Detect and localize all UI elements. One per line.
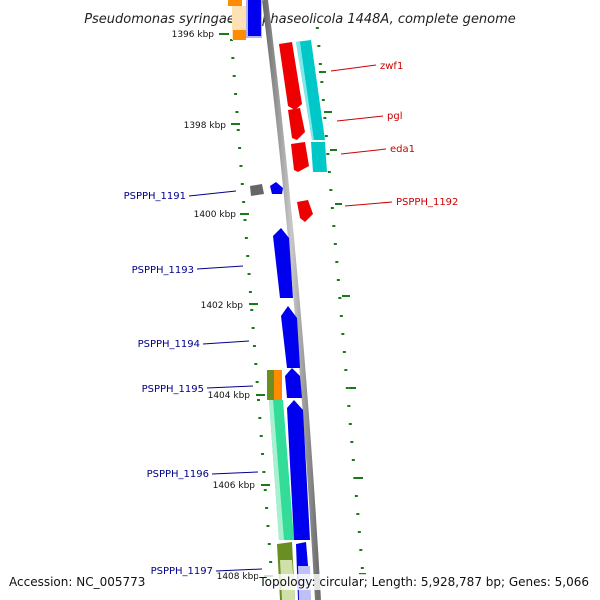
gene-label-PSPPH_1195[interactable]: PSPPH_1195	[142, 384, 204, 395]
gene-label-pgl[interactable]: pgl	[387, 111, 402, 122]
leader-line	[330, 64, 377, 72]
kbp-label: 1402 kbp	[201, 301, 244, 311]
gene-highlight	[296, 42, 314, 140]
gene-feature-orange[interactable]	[228, 0, 242, 6]
tick-marks-left	[228, 21, 273, 563]
gene-highlight	[269, 400, 284, 540]
leader-line	[211, 471, 259, 475]
kbp-label: 1400 kbp	[194, 210, 237, 220]
footer-bg-right	[258, 574, 600, 590]
gene-feature-blue[interactable]	[248, 0, 261, 36]
gene-PSPPH_1194-arrow[interactable]	[281, 306, 300, 368]
map-title: Pseudomonas syringae pv. phaseolicola 14…	[84, 12, 516, 27]
tick-marks-right	[315, 27, 364, 569]
right-major-ticks	[319, 71, 366, 575]
gene-PSPPH_1195-blue[interactable]	[285, 368, 302, 398]
kbp-label: 1406 kbp	[213, 481, 256, 491]
gene-label-zwf1[interactable]: zwf1	[380, 61, 403, 72]
genome-backbone	[262, 0, 321, 600]
gene-label-PSPPH_1196[interactable]: PSPPH_1196	[147, 469, 209, 480]
leader-line	[206, 385, 254, 389]
gene-PSPPH_1195-orange[interactable]	[274, 370, 282, 400]
kbp-label: 1408 kbp	[217, 572, 260, 582]
gene-label-eda1[interactable]: eda1	[390, 144, 415, 155]
right-gene-labels: zwf1 pgl eda1 PSPPH_1192	[330, 61, 458, 208]
leader-line	[336, 115, 384, 122]
kbp-label: 1404 kbp	[208, 391, 251, 401]
gene-PSPPH_1191-blue[interactable]	[270, 182, 283, 194]
leader-line	[215, 568, 263, 572]
gene-PSPPH_1195-olive[interactable]	[267, 370, 275, 400]
gene-label-PSPPH_1197[interactable]: PSPPH_1197	[151, 566, 213, 577]
footer-bg-left	[0, 574, 160, 590]
leader-line	[202, 340, 250, 345]
gene-PSPPH_1191-gray[interactable]	[250, 184, 264, 196]
gene-eda1-cyan[interactable]	[311, 142, 327, 172]
topology-text: Topology: circular; Length: 5,928,787 bp…	[258, 575, 589, 589]
kbp-label: 1398 kbp	[184, 121, 227, 131]
gene-PSPPH_1192-arrow[interactable]	[297, 200, 313, 222]
kbp-label: 1396 kbp	[172, 30, 215, 40]
gene-label-PSPPH_1192[interactable]: PSPPH_1192	[396, 197, 458, 208]
leader-line	[196, 265, 244, 270]
gene-label-PSPPH_1191[interactable]: PSPPH_1191	[124, 191, 186, 202]
kbp-label-group: 1396 kbp 1398 kbp 1400 kbp 1402 kbp 1404…	[172, 30, 273, 582]
gene-feature-orange[interactable]	[233, 30, 246, 40]
gene-PSPPH_1196-blue[interactable]	[287, 400, 310, 540]
gene-PSPPH_1193-arrow[interactable]	[273, 228, 293, 298]
gene-label-PSPPH_1193[interactable]: PSPPH_1193	[132, 265, 194, 276]
gene-pgl-arrow[interactable]	[288, 108, 305, 140]
gene-eda1-arrow[interactable]	[291, 142, 309, 172]
gene-zwf1-arrow[interactable]	[279, 42, 302, 110]
leader-line	[340, 148, 387, 155]
leader-line	[344, 201, 393, 207]
gene-label-PSPPH_1194[interactable]: PSPPH_1194	[138, 339, 200, 350]
leader-line	[188, 190, 237, 197]
left-gene-labels: PSPPH_1191 PSPPH_1193 PSPPH_1194 PSPPH_1…	[124, 190, 263, 577]
accession-text: Accession: NC_005773	[9, 575, 145, 589]
